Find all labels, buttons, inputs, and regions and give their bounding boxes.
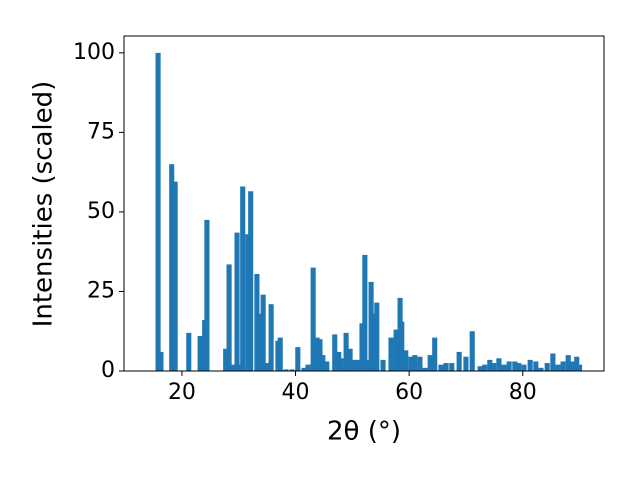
bar bbox=[158, 351, 164, 371]
bar bbox=[506, 361, 512, 371]
bar bbox=[569, 361, 575, 371]
bar bbox=[371, 313, 377, 371]
bar bbox=[229, 364, 235, 371]
bar bbox=[347, 348, 353, 371]
bar bbox=[577, 364, 583, 371]
bar bbox=[501, 364, 507, 371]
bar bbox=[550, 353, 556, 371]
x-tick-label: 60 bbox=[395, 380, 423, 405]
bar bbox=[317, 339, 323, 371]
bar bbox=[427, 355, 433, 371]
bar bbox=[332, 334, 338, 371]
bar bbox=[240, 186, 246, 371]
bar bbox=[204, 219, 210, 371]
bar bbox=[374, 302, 380, 371]
bar bbox=[463, 356, 469, 371]
bar bbox=[289, 369, 295, 371]
bar bbox=[277, 337, 283, 371]
bar bbox=[422, 367, 428, 371]
bar bbox=[538, 367, 544, 371]
bar bbox=[172, 181, 178, 371]
bar bbox=[359, 323, 365, 371]
bar bbox=[362, 254, 368, 371]
x-tick-label: 80 bbox=[509, 380, 537, 405]
bar bbox=[408, 356, 414, 371]
y-tick-label: 50 bbox=[87, 199, 115, 224]
bar bbox=[432, 337, 438, 371]
bar bbox=[560, 361, 566, 371]
bar bbox=[491, 363, 497, 371]
y-tick-label: 25 bbox=[87, 278, 115, 303]
bar bbox=[449, 363, 455, 371]
bar bbox=[254, 273, 260, 371]
bar bbox=[574, 356, 580, 371]
bar bbox=[527, 359, 533, 371]
bar bbox=[438, 364, 444, 371]
bar bbox=[305, 364, 311, 371]
bar bbox=[368, 281, 374, 371]
bar bbox=[155, 52, 161, 371]
y-axis-label: Intensities (scaled) bbox=[29, 81, 59, 328]
y-tick-label: 75 bbox=[87, 119, 115, 144]
bar bbox=[496, 358, 502, 371]
bar bbox=[283, 369, 289, 371]
bar bbox=[355, 359, 361, 371]
bar bbox=[310, 267, 316, 371]
bar bbox=[223, 348, 229, 371]
bar bbox=[320, 355, 326, 371]
bar bbox=[380, 359, 386, 371]
bar bbox=[264, 363, 270, 371]
bar bbox=[237, 364, 243, 371]
bar bbox=[197, 336, 203, 371]
bar bbox=[512, 361, 518, 371]
bar bbox=[533, 361, 539, 371]
bar bbox=[186, 332, 192, 371]
bar bbox=[248, 191, 254, 371]
bar bbox=[169, 164, 175, 371]
bar bbox=[324, 361, 330, 371]
bar bbox=[456, 351, 462, 371]
bar bbox=[565, 355, 571, 371]
bar bbox=[314, 337, 320, 371]
bar bbox=[477, 366, 483, 371]
plot-frame bbox=[123, 35, 605, 372]
bar bbox=[399, 321, 405, 371]
bar bbox=[393, 329, 399, 371]
bar bbox=[388, 337, 394, 371]
bar bbox=[351, 359, 357, 371]
bar bbox=[234, 232, 240, 371]
bar bbox=[295, 347, 301, 371]
bar bbox=[469, 331, 475, 371]
bar bbox=[338, 358, 344, 371]
bar bbox=[443, 363, 449, 371]
x-axis-label: 2θ (°) bbox=[327, 417, 401, 447]
bar bbox=[417, 356, 423, 371]
bar bbox=[343, 332, 349, 371]
bar bbox=[516, 363, 522, 371]
bar bbox=[268, 304, 274, 371]
bar bbox=[487, 359, 493, 371]
y-tick-label: 100 bbox=[73, 40, 115, 65]
bar bbox=[555, 364, 561, 371]
bar bbox=[544, 363, 550, 371]
bar bbox=[412, 355, 418, 371]
x-tick-label: 40 bbox=[282, 380, 310, 405]
bar bbox=[226, 264, 232, 371]
bar bbox=[521, 364, 527, 371]
y-tick-label: 0 bbox=[101, 358, 115, 383]
bar bbox=[245, 234, 251, 371]
bar bbox=[301, 367, 307, 371]
bar bbox=[260, 294, 266, 371]
x-tick-label: 20 bbox=[168, 380, 196, 405]
bar bbox=[403, 350, 409, 371]
bar bbox=[482, 364, 488, 371]
